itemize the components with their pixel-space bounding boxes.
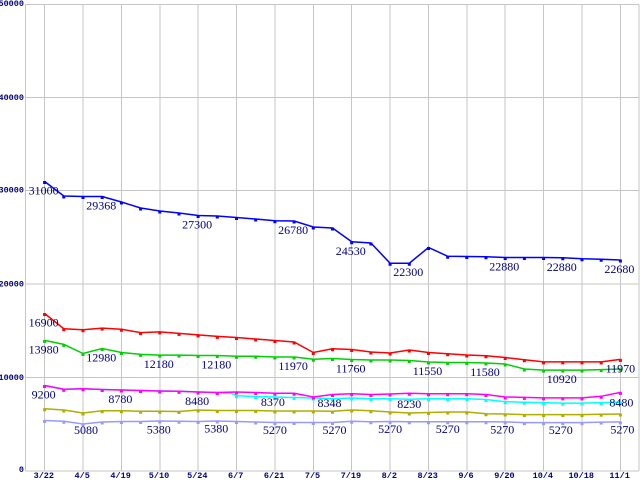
svg-text:11580: 11580 [470, 365, 500, 379]
svg-text:9/20: 9/20 [494, 471, 514, 480]
svg-text:16900: 16900 [29, 316, 59, 330]
svg-text:31000: 31000 [29, 184, 59, 198]
svg-text:7/19: 7/19 [341, 471, 361, 480]
svg-text:5270: 5270 [436, 422, 460, 436]
svg-text:11970: 11970 [606, 361, 636, 375]
svg-text:9/6: 9/6 [458, 471, 473, 480]
svg-text:5270: 5270 [263, 423, 287, 437]
svg-text:8/23: 8/23 [417, 471, 437, 480]
svg-text:9200: 9200 [32, 388, 56, 402]
svg-text:11/1: 11/1 [609, 471, 629, 480]
svg-text:24530: 24530 [336, 244, 366, 258]
svg-text:12180: 12180 [201, 358, 231, 372]
svg-text:4/5: 4/5 [75, 471, 90, 480]
svg-text:12180: 12180 [144, 357, 174, 371]
svg-text:10920: 10920 [547, 372, 577, 386]
svg-text:5080: 5080 [74, 423, 98, 437]
svg-text:8/2: 8/2 [382, 471, 397, 480]
svg-text:26780: 26780 [278, 223, 308, 237]
svg-text:5/24: 5/24 [187, 471, 207, 480]
svg-text:40000: 40000 [0, 93, 24, 103]
svg-text:10/4: 10/4 [533, 471, 553, 480]
svg-text:22680: 22680 [604, 262, 634, 276]
svg-text:11760: 11760 [336, 362, 366, 376]
svg-text:12980: 12980 [86, 351, 116, 365]
svg-text:11550: 11550 [413, 364, 443, 378]
svg-text:8480: 8480 [185, 394, 209, 408]
svg-text:8370: 8370 [261, 395, 285, 409]
svg-text:5380: 5380 [147, 423, 171, 437]
svg-text:8348: 8348 [318, 396, 342, 410]
svg-text:0: 0 [19, 465, 24, 475]
svg-text:7/5: 7/5 [305, 471, 320, 480]
svg-text:30000: 30000 [0, 185, 24, 195]
svg-text:5270: 5270 [549, 423, 573, 437]
svg-text:13980: 13980 [29, 342, 59, 356]
svg-text:4/19: 4/19 [110, 471, 130, 480]
svg-text:8480: 8480 [609, 395, 633, 409]
svg-text:11970: 11970 [278, 359, 308, 373]
svg-text:5380: 5380 [204, 422, 228, 436]
svg-text:5270: 5270 [323, 423, 347, 437]
svg-text:5270: 5270 [610, 422, 634, 436]
svg-text:10000: 10000 [0, 373, 24, 383]
svg-text:29368: 29368 [86, 199, 116, 213]
svg-text:27300: 27300 [182, 218, 212, 232]
svg-text:5/10: 5/10 [149, 471, 169, 480]
svg-text:10/18: 10/18 [568, 471, 594, 480]
svg-text:5270: 5270 [490, 422, 514, 436]
svg-text:5270: 5270 [378, 422, 402, 436]
svg-text:22300: 22300 [393, 265, 423, 279]
svg-text:22880: 22880 [489, 260, 519, 274]
svg-text:3/22: 3/22 [34, 471, 54, 480]
svg-text:20000: 20000 [0, 279, 24, 289]
svg-text:50000: 50000 [0, 0, 24, 9]
svg-text:6/21: 6/21 [264, 471, 284, 480]
svg-text:22880: 22880 [547, 260, 577, 274]
svg-text:8780: 8780 [108, 392, 132, 406]
svg-text:6/7: 6/7 [228, 471, 243, 480]
svg-text:8230: 8230 [397, 397, 421, 411]
